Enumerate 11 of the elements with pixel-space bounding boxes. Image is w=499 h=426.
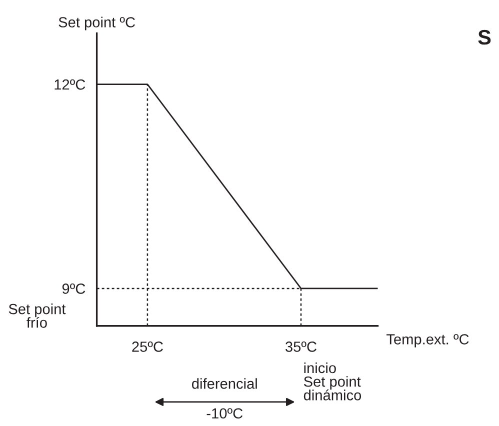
text: S [478,30,491,45]
text: inicio Set point dinámico [304,362,362,400]
y-tick-label: 9ºC [62,284,86,294]
text: Set point frío [8,304,66,328]
x-tick-label: 25ºC [132,342,163,352]
y-tick-label: 12ºC [54,79,86,90]
text: diferencial [192,378,257,389]
x-axis-title: Temp.ext. ºC [386,334,469,348]
y-axis-title: Set point ºC [58,16,135,30]
x-tick-label: 35ºC [286,342,316,352]
text: -10ºC [206,408,243,419]
